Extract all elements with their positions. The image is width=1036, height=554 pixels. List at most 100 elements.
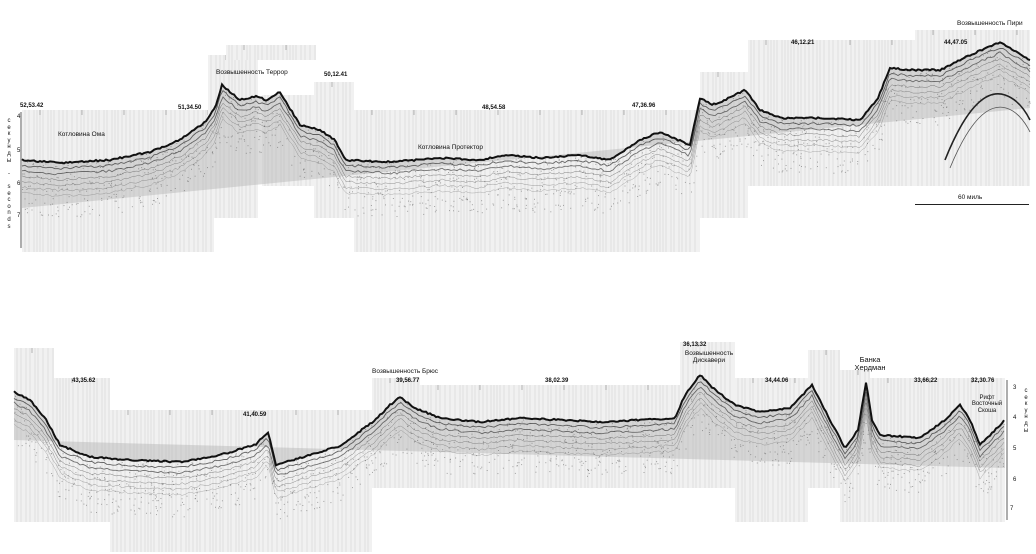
- noise-dot: [115, 196, 117, 198]
- noise-dot: [942, 450, 944, 452]
- noise-dot: [294, 155, 296, 157]
- noise-dot: [508, 194, 510, 196]
- noise-dot: [425, 427, 427, 429]
- noise-dot: [150, 494, 152, 496]
- noise-dot: [564, 441, 566, 443]
- noise-dot: [550, 460, 552, 462]
- noise-dot: [77, 203, 79, 204]
- noise-dot: [24, 406, 26, 408]
- noise-dot: [769, 422, 770, 423]
- noise-dot: [509, 176, 511, 178]
- noise-dot: [963, 108, 965, 110]
- noise-dot: [177, 510, 179, 512]
- noise-dot: [983, 456, 985, 458]
- noise-dot: [1001, 453, 1002, 455]
- noise-dot: [259, 151, 261, 153]
- noise-dot: [959, 100, 961, 101]
- noise-dot: [825, 167, 827, 169]
- noise-dot: [932, 73, 933, 75]
- noise-dot: [155, 201, 157, 203]
- noise-dot: [987, 72, 989, 74]
- noise-dot: [365, 184, 367, 186]
- noise-dot: [192, 463, 194, 465]
- noise-dot: [204, 173, 205, 175]
- noise-dot: [374, 453, 376, 455]
- noise-dot: [749, 415, 751, 417]
- noise-dot: [40, 423, 42, 425]
- noise-dot: [967, 457, 969, 459]
- noise-dot: [904, 105, 906, 107]
- noise-dot: [684, 145, 686, 146]
- noise-dot: [609, 162, 611, 164]
- noise-dot: [822, 145, 824, 147]
- noise-dot: [868, 429, 870, 431]
- noise-dot: [154, 498, 156, 500]
- noise-dot: [968, 437, 969, 439]
- noise-dot: [600, 174, 602, 176]
- noise-dot: [96, 491, 98, 493]
- noise-dot: [782, 445, 784, 447]
- noise-dot: [466, 199, 468, 201]
- noise-dot: [160, 498, 162, 499]
- noise-dot: [43, 442, 45, 444]
- noise-dot: [113, 512, 115, 514]
- noise-dot: [375, 183, 377, 185]
- noise-dot: [419, 202, 421, 204]
- noise-dot: [75, 203, 77, 205]
- noise-dot: [546, 452, 548, 453]
- noise-dot: [435, 458, 437, 460]
- noise-dot: [512, 450, 514, 452]
- noise-dot: [856, 462, 858, 464]
- noise-dot: [922, 470, 924, 472]
- noise-dot: [723, 129, 725, 130]
- subbottom-reflector: [21, 47, 1031, 170]
- noise-dot: [966, 455, 968, 457]
- noise-dot: [579, 433, 581, 435]
- noise-dot: [306, 494, 308, 496]
- noise-dot: [531, 187, 533, 189]
- noise-dot: [931, 448, 933, 450]
- noise-dot: [806, 437, 808, 438]
- noise-dot: [578, 469, 580, 471]
- noise-dot: [250, 124, 252, 126]
- noise-dot: [179, 178, 181, 180]
- noise-dot: [183, 504, 185, 505]
- noise-dot: [573, 193, 575, 195]
- noise-dot: [211, 130, 213, 132]
- noise-dot: [545, 158, 547, 160]
- noise-dot: [812, 405, 814, 407]
- noise-dot: [619, 160, 621, 162]
- noise-dot: [844, 171, 846, 173]
- noise-dot: [998, 75, 1000, 77]
- noise-dot: [103, 184, 105, 186]
- noise-dot: [525, 207, 527, 209]
- noise-dot: [548, 428, 550, 430]
- noise-dot: [948, 67, 950, 69]
- noise-dot: [385, 444, 387, 446]
- noise-dot: [576, 161, 578, 163]
- noise-dot: [390, 164, 392, 166]
- noise-dot: [303, 176, 305, 178]
- noise-dot: [847, 459, 849, 461]
- noise-dot: [793, 144, 795, 146]
- noise-dot: [988, 50, 990, 52]
- noise-dot: [318, 172, 319, 174]
- noise-dot: [283, 103, 285, 105]
- noise-dot: [30, 424, 32, 426]
- noise-dot: [727, 427, 729, 429]
- noise-dot: [459, 466, 461, 467]
- seafloor-reflector: [21, 41, 1031, 165]
- noise-dot: [452, 171, 454, 173]
- noise-dot: [747, 128, 749, 130]
- noise-dot: [437, 460, 439, 462]
- noise-dot: [693, 388, 695, 390]
- noise-dot: [618, 460, 620, 462]
- noise-dot: [316, 497, 318, 499]
- depth-tick: 6: [17, 181, 21, 187]
- noise-dot: [140, 159, 142, 161]
- noise-dot: [564, 439, 566, 441]
- noise-dot: [964, 109, 966, 111]
- noise-dot: [790, 417, 791, 418]
- east-scotia-rift-label: Рифт Восточный Скоша: [971, 395, 1003, 414]
- noise-dot: [542, 434, 543, 436]
